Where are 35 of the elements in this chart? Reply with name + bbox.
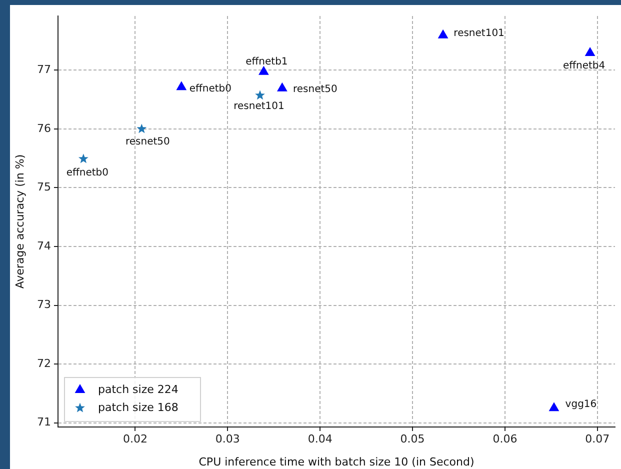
point [176,82,186,90]
x-tick-label: 0.02 [122,432,148,446]
point [136,124,147,134]
legend-label: patch size 224 [98,382,178,396]
annotation: vgg16 [565,398,597,410]
point [258,66,269,75]
annotation: effnetb0 [189,84,232,95]
y-tick-label: 71 [37,416,51,429]
y-tick-label: 72 [37,356,51,370]
y-tick-label: 77 [37,62,51,76]
annotation: resnet101 [234,100,284,112]
annotation: resnet50 [292,84,338,95]
x-tick-label: 0.05 [400,432,425,446]
x-tick-label: 0.04 [308,432,332,446]
legend-label: patch size 168 [98,400,178,414]
point [78,154,88,164]
y-tick-label: 76 [37,122,51,135]
annotation: effnetb0 [66,167,109,178]
y-tick-label: 74 [37,239,51,252]
point [277,82,288,92]
annotation: resnet50 [125,136,170,148]
x-tick-label: 0.07 [585,432,610,446]
x-tick-label: 0.06 [492,432,518,446]
y-axis-title: Average accuracy (in %) [13,154,26,289]
y-tick-label: 75 [37,180,51,194]
point [549,402,559,412]
point [255,90,265,100]
y-tick-label: 73 [37,298,51,312]
annotation: resnet101 [454,28,504,39]
annotation: effnetb1 [246,56,288,68]
point [438,30,448,38]
x-tick-label: 0.03 [215,432,240,446]
x-axis-title: CPU inference time with batch size 10 (in Second) [198,455,474,468]
annotation: effnetb4 [562,60,606,72]
point [585,48,595,56]
